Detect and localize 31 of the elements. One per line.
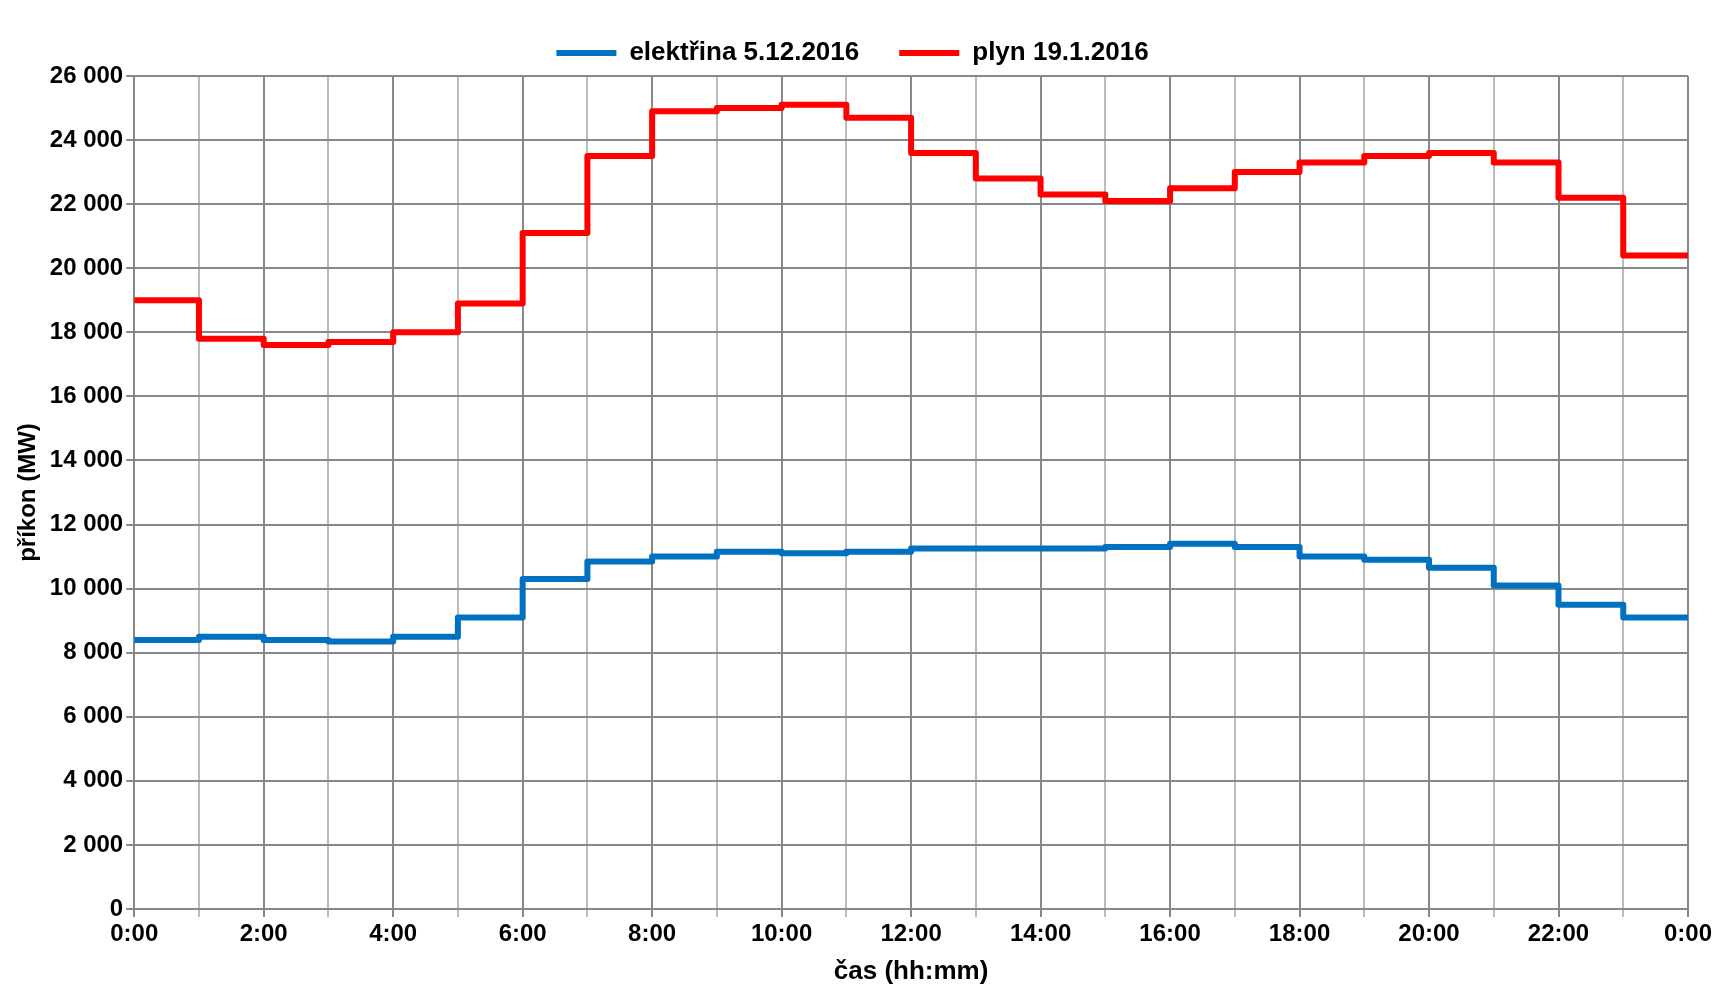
x-tick-label: 22:00: [1527, 919, 1590, 947]
x-tick-label: 12:00: [880, 919, 942, 947]
y-tick-label: 18 000: [49, 316, 124, 344]
y-tick-label: 24 000: [49, 124, 124, 152]
x-axis-title: čas (hh:mm): [833, 954, 989, 985]
y-tick-label: 14 000: [49, 445, 124, 473]
y-tick-label: 26 000: [49, 60, 124, 88]
y-tick-label: 12 000: [49, 509, 124, 537]
legend-label: plyn 19.1.2016: [972, 36, 1149, 67]
y-tick-label: 22 000: [49, 188, 124, 216]
x-tick-label: 16:00: [1139, 919, 1201, 947]
x-tick-label: 10:00: [750, 919, 813, 947]
x-tick-label: 0:00: [1663, 919, 1713, 947]
y-tick-label: 10 000: [49, 573, 124, 601]
y-tick-label: 16 000: [49, 381, 124, 409]
y-tick-label: 8 000: [63, 637, 124, 665]
legend-label: elektřina 5.12.2016: [629, 36, 860, 67]
y-axis-title: příkon (MW): [13, 423, 41, 562]
y-tick-label: 20 000: [49, 252, 124, 280]
x-tick-label: 20:00: [1398, 919, 1460, 947]
x-tick-label: 0:00: [110, 919, 159, 947]
x-tick-label: 14:00: [1009, 919, 1072, 947]
x-tick-label: 8:00: [628, 919, 677, 947]
x-tick-label: 2:00: [239, 919, 288, 947]
x-tick-label: 6:00: [498, 919, 547, 947]
y-tick-label: 2 000: [63, 829, 124, 857]
y-tick-label: 6 000: [63, 701, 124, 729]
y-tick-label: 0: [109, 893, 124, 921]
x-tick-label: 4:00: [369, 919, 418, 947]
x-tick-label: 18:00: [1268, 919, 1331, 947]
y-tick-label: 4 000: [63, 765, 124, 793]
